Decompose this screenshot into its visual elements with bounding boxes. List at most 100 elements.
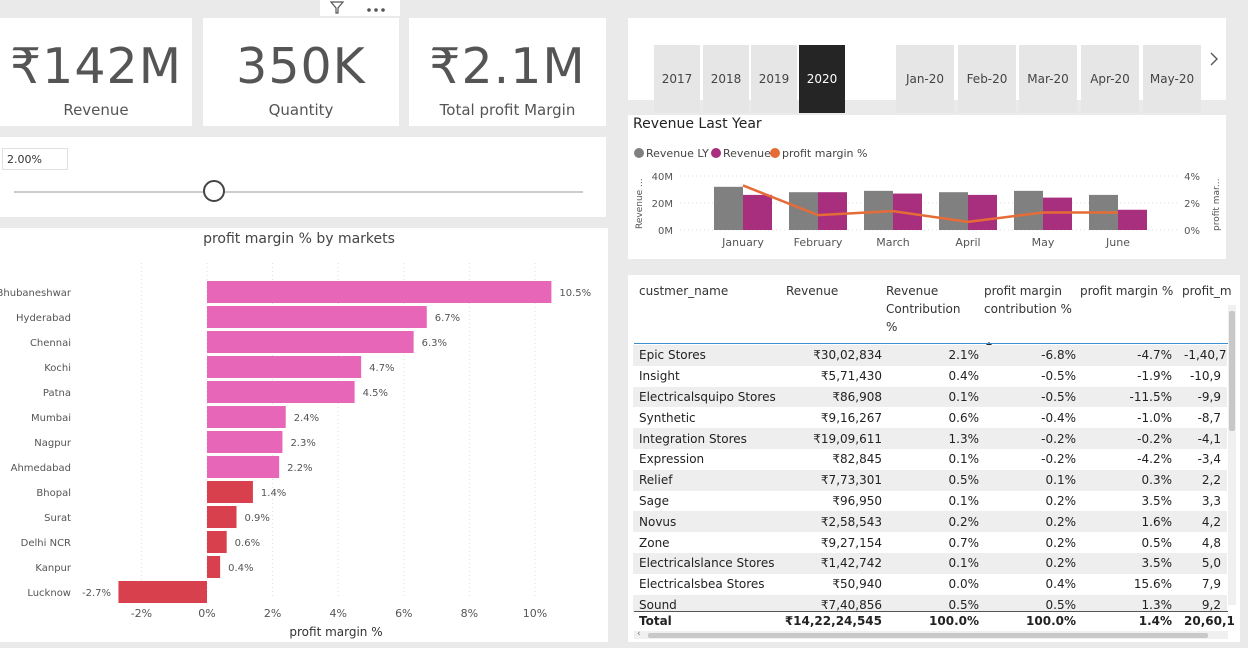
table-row[interactable]: Electricalsbea Stores ₹50,940 0.0% 0.4% 15.6…	[633, 574, 1227, 595]
table-row[interactable]: Epic Stores ₹30,02,834 2.1% -6.8% -4.7% -1,40…	[633, 345, 1227, 366]
chevron-right-icon[interactable]	[1208, 51, 1220, 71]
filter-icon[interactable]	[329, 0, 345, 19]
table-cell: ₹82,845	[832, 452, 882, 467]
market-bar	[207, 356, 362, 378]
table-cell: -10,9	[1189, 369, 1221, 384]
col-header-profit-margin[interactable]: profit margin %	[1080, 284, 1174, 298]
year-button-2019[interactable]: 2019	[751, 45, 797, 113]
total-revenue-contribution: 100.0%	[929, 614, 979, 628]
col-header-profit-m[interactable]: profit_m	[1182, 284, 1232, 298]
markets-bar-chart-card: profit margin % by markets -2% 0% 2% 4% 6% 8%…	[0, 228, 608, 642]
cell-customer-name: Sage	[639, 493, 669, 508]
table-cell: 0.1%	[888, 552, 985, 574]
table-cell: -9,9	[1178, 386, 1227, 408]
table-cell: -11.5%	[1082, 386, 1178, 408]
x-tick-label: 6%	[395, 607, 412, 620]
revenue-ly-chart: Revenue LY Revenue profit margin % 0M 0% 20M 2…	[634, 147, 1222, 249]
market-bar	[207, 406, 286, 428]
legend-label: profit margin %	[782, 147, 867, 160]
bar-data-label: 2.4%	[294, 413, 319, 424]
slider-value-input[interactable]: 2.00%	[2, 148, 68, 170]
legend-marker	[770, 148, 780, 158]
market-bar	[207, 556, 221, 578]
vertical-scrollbar-thumb[interactable]	[1229, 311, 1235, 431]
bar-data-label: 2.3%	[290, 438, 315, 449]
horizontal-scrollbar-thumb[interactable]	[648, 633, 1208, 638]
slider-track[interactable]	[14, 191, 583, 193]
market-label: Mumbai	[31, 413, 71, 424]
kpi-revenue-label: Revenue	[63, 101, 129, 119]
kpi-quantity-label: Quantity	[268, 101, 334, 119]
table-cell: 0.4%	[1045, 577, 1077, 592]
table-row[interactable]: Relief ₹7,73,301 0.5% 0.1% 0.3% 2,2	[633, 469, 1227, 491]
table-cell: ₹9,27,154	[820, 535, 882, 550]
x-tick-label: 10%	[523, 607, 547, 620]
table-cell: 4,2	[1178, 511, 1227, 533]
scroll-left-icon[interactable]: ‹	[637, 629, 641, 639]
month-button-mar[interactable]: Mar-20	[1019, 45, 1077, 113]
market-label: Nagpur	[34, 438, 72, 449]
table-cell: -1,40,7	[1178, 345, 1227, 366]
header-underline	[634, 343, 1228, 344]
market-bar	[207, 481, 253, 503]
table-row[interactable]: Sound ₹7,40,856 0.5% 0.5% 1.3% 9,2	[633, 594, 1227, 616]
table-row[interactable]: Integration Stores ₹19,09,611 1.3% -0.2% -0.…	[633, 428, 1227, 449]
col-header-revenue-contribution[interactable]: Revenue Contribution %	[886, 284, 961, 334]
table-cell: 7,9	[1201, 577, 1221, 592]
table-cell: 0.1%	[948, 452, 980, 467]
month-button-may[interactable]: May-20	[1143, 45, 1201, 113]
horizontal-scrollbar[interactable]: ‹	[634, 629, 1228, 639]
table-cell: 0.7%	[948, 535, 980, 550]
table-total-row: Total ₹14,22,24,545 100.0% 100.0% 1.4% 2…	[634, 611, 1235, 632]
table-cell: ₹7,73,301	[778, 469, 888, 491]
table-cell: 0.4%	[948, 369, 980, 384]
market-bar	[207, 431, 283, 453]
table-cell: ₹2,58,543	[778, 511, 888, 533]
month-button-feb[interactable]: Feb-20	[958, 45, 1016, 113]
table-row[interactable]: Sage ₹96,950 0.1% 0.2% 3.5% 3,3	[633, 491, 1227, 512]
table-row[interactable]: Synthetic ₹9,16,267 0.6% -0.4% -1.0% -8,7	[633, 407, 1227, 428]
slider-handle[interactable]	[203, 180, 225, 202]
month-button-apr[interactable]: Apr-20	[1081, 45, 1139, 113]
table-cell: -4.2%	[1137, 452, 1172, 467]
vertical-scrollbar[interactable]	[1228, 305, 1236, 605]
y-axis-right-title: profit mar...	[1212, 178, 1222, 231]
table-row[interactable]: Electricalslance Stores ₹1,42,742 0.1% 0.2%…	[633, 552, 1227, 574]
table-cell: 0.1%	[985, 469, 1082, 491]
x-tick-label: 2%	[264, 607, 281, 620]
table-cell: 0.2%	[985, 552, 1082, 574]
market-label: Kanpur	[35, 563, 72, 574]
bar-data-label: 0.6%	[235, 538, 260, 549]
col-header-profit-contribution[interactable]: profit margin contribution %	[984, 284, 1072, 316]
col-header-revenue[interactable]: Revenue	[786, 284, 839, 298]
kpi-revenue-value: ₹142M	[10, 38, 182, 95]
year-button-2018[interactable]: 2018	[703, 45, 749, 113]
year-button-2020[interactable]: 2020	[799, 45, 845, 113]
table-cell: 0.2%	[888, 511, 985, 533]
market-bar	[207, 506, 237, 528]
table-cell: -0.5%	[1041, 369, 1076, 384]
table-cell: -0.2%	[1041, 452, 1076, 467]
revenue-bar	[1118, 209, 1147, 230]
revenue-ly-bar	[789, 192, 818, 230]
bar-data-label: 6.7%	[435, 313, 460, 324]
table-row[interactable]: Electricalsquipo Stores ₹86,908 0.1% -0.5% -…	[633, 386, 1227, 408]
year-button-2017[interactable]: 2017	[654, 45, 700, 113]
table-cell: 4,8	[1201, 535, 1221, 550]
month-label: June	[1105, 236, 1130, 249]
table-cell: 1.6%	[1082, 511, 1178, 533]
col-header-customer[interactable]: custmer_name	[639, 284, 729, 298]
market-label: Delhi NCR	[21, 538, 71, 549]
table-row[interactable]: Insight ₹5,71,430 0.4% -0.5% -1.9% -10,9	[633, 366, 1227, 387]
x-tick-label: 8%	[461, 607, 478, 620]
x-tick-label: -2%	[131, 607, 152, 620]
more-options-icon[interactable]	[366, 0, 386, 19]
table-row[interactable]: Expression ₹82,845 0.1% -0.2% -4.2% -3,4	[633, 449, 1227, 470]
table-cell: ₹7,40,856	[778, 594, 888, 616]
bar-data-label: 10.5%	[559, 288, 591, 299]
month-button-jan[interactable]: Jan-20	[896, 45, 954, 113]
total-profit-margin: 1.4%	[1138, 614, 1172, 628]
table-row[interactable]: Zone ₹9,27,154 0.7% 0.2% 0.5% 4,8	[633, 532, 1227, 553]
market-bar	[207, 281, 552, 303]
table-row[interactable]: Novus ₹2,58,543 0.2% 0.2% 1.6% 4,2	[633, 511, 1227, 533]
